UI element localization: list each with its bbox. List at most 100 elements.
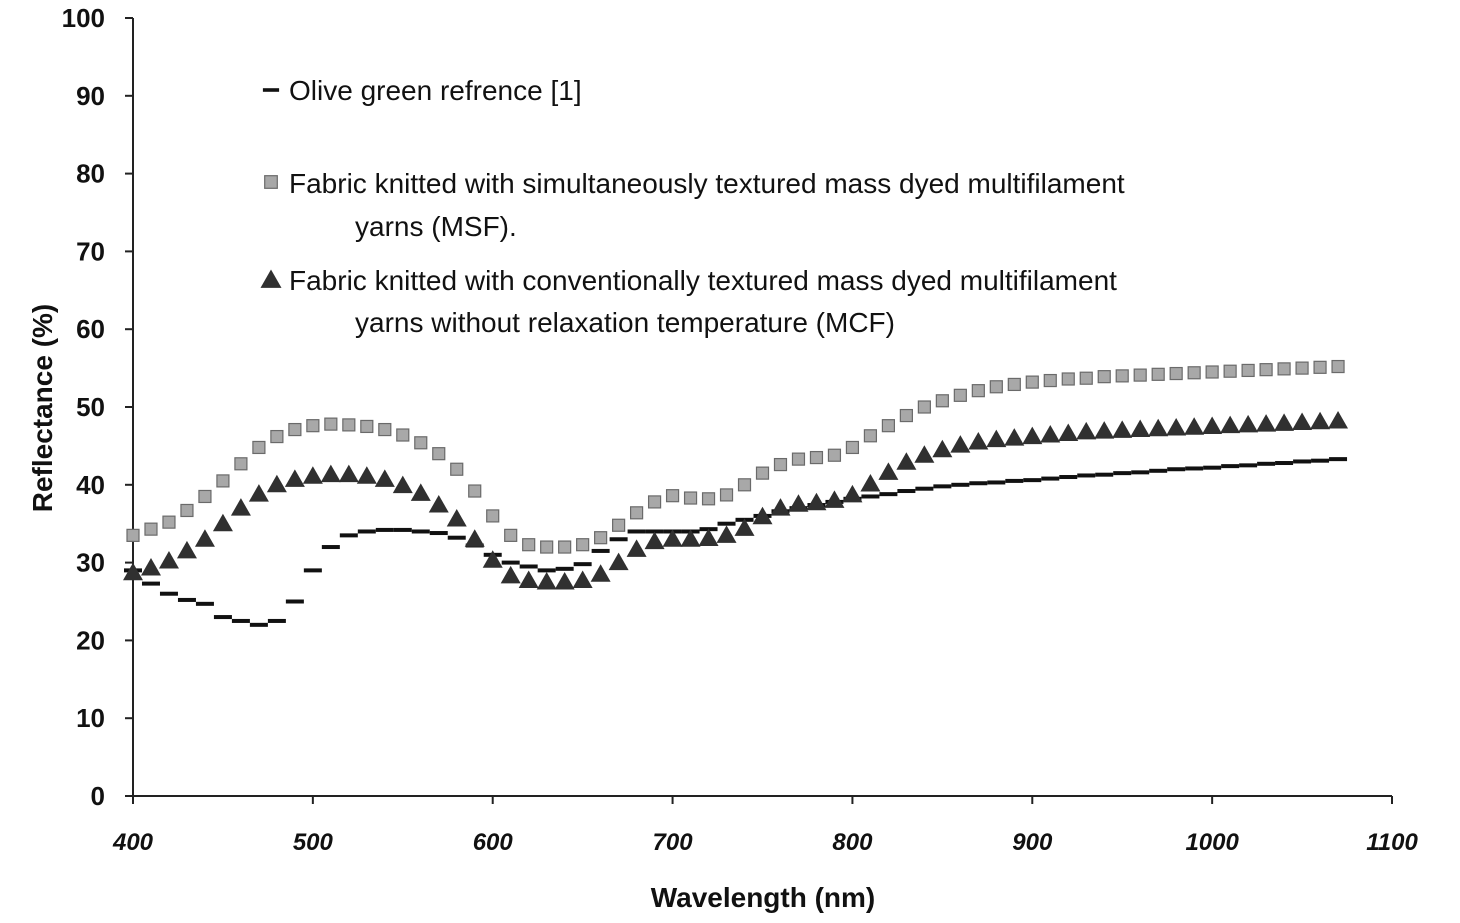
data-point bbox=[518, 570, 539, 588]
data-point bbox=[1241, 363, 1255, 378]
data-point bbox=[701, 492, 716, 506]
x-tick-label: 1000 bbox=[1185, 829, 1239, 856]
data-point bbox=[1205, 365, 1219, 379]
data-point bbox=[1311, 458, 1330, 463]
data-point bbox=[303, 568, 322, 573]
legend-label: yarns (MSF). bbox=[355, 211, 517, 242]
data-point bbox=[1076, 421, 1097, 440]
data-point bbox=[411, 529, 430, 534]
data-point bbox=[1059, 475, 1078, 480]
data-point bbox=[1061, 372, 1075, 386]
data-point bbox=[861, 494, 880, 499]
data-point bbox=[554, 572, 575, 590]
data-point bbox=[429, 531, 448, 536]
data-point bbox=[356, 466, 377, 484]
data-point bbox=[1115, 369, 1129, 383]
data-point bbox=[159, 591, 178, 596]
data-point bbox=[158, 551, 179, 569]
data-point bbox=[986, 429, 1007, 448]
data-point bbox=[248, 484, 269, 502]
data-point bbox=[213, 615, 232, 620]
data-point bbox=[989, 380, 1003, 394]
legend-item: Olive green refrence [1] bbox=[262, 75, 582, 106]
data-point bbox=[342, 418, 356, 432]
data-point bbox=[951, 482, 970, 487]
data-point bbox=[1259, 363, 1273, 377]
data-point bbox=[1131, 470, 1150, 475]
data-point bbox=[501, 560, 520, 565]
data-point bbox=[950, 435, 971, 453]
data-point bbox=[519, 564, 538, 569]
data-point bbox=[176, 540, 197, 559]
data-point bbox=[306, 419, 320, 433]
data-point bbox=[504, 528, 518, 542]
data-point bbox=[1133, 368, 1147, 382]
data-point bbox=[324, 417, 338, 431]
data-point bbox=[500, 565, 521, 584]
data-point bbox=[917, 400, 931, 414]
x-ticks: 400 500 600 700 800 900 1000 1100 bbox=[112, 796, 1418, 856]
legend-label: Fabric knitted with simultaneously textu… bbox=[289, 168, 1125, 199]
legend-item: Fabric knitted with simultaneously textu… bbox=[264, 168, 1125, 242]
legend-label: Olive green refrence [1] bbox=[289, 75, 582, 106]
data-point bbox=[1041, 476, 1060, 481]
x-tick-label: 900 bbox=[1012, 829, 1053, 856]
data-point bbox=[321, 545, 340, 550]
data-point bbox=[1202, 416, 1223, 434]
data-point bbox=[752, 506, 773, 525]
data-point bbox=[1310, 411, 1331, 430]
data-point bbox=[734, 518, 755, 536]
y-tick-label: 70 bbox=[76, 236, 105, 266]
data-point bbox=[392, 475, 413, 494]
data-point bbox=[935, 394, 949, 408]
x-tick-label: 600 bbox=[473, 829, 514, 856]
data-point bbox=[1023, 478, 1042, 483]
data-point bbox=[612, 518, 626, 532]
data-point bbox=[141, 581, 160, 586]
y-tick-label: 100 bbox=[62, 3, 105, 33]
data-point bbox=[396, 428, 410, 442]
data-point bbox=[288, 422, 302, 437]
data-point bbox=[716, 525, 737, 543]
legend-item: Fabric knitted with conventionally textu… bbox=[260, 265, 1117, 338]
data-point bbox=[270, 429, 284, 444]
data-point bbox=[1005, 478, 1024, 483]
data-point bbox=[788, 494, 809, 512]
data-point bbox=[1275, 461, 1294, 466]
data-point bbox=[809, 450, 824, 465]
series-layer bbox=[123, 359, 1349, 627]
data-point bbox=[737, 478, 752, 492]
data-point bbox=[558, 540, 572, 554]
legend-marker-square bbox=[264, 175, 278, 189]
data-point bbox=[845, 440, 860, 455]
data-point bbox=[629, 506, 644, 520]
data-point bbox=[1112, 420, 1133, 438]
x-tick-label: 1100 bbox=[1366, 829, 1418, 856]
data-point bbox=[338, 464, 359, 483]
data-point bbox=[339, 533, 358, 538]
data-point bbox=[791, 452, 806, 466]
data-point bbox=[446, 509, 467, 527]
legend-marker-dash bbox=[262, 88, 280, 92]
data-point bbox=[1043, 373, 1057, 388]
data-point bbox=[162, 515, 176, 529]
x-tick-label: 500 bbox=[293, 829, 334, 856]
data-point bbox=[1256, 414, 1277, 432]
data-point bbox=[932, 439, 953, 458]
data-point bbox=[915, 486, 934, 491]
data-point bbox=[680, 529, 701, 547]
data-point bbox=[536, 572, 557, 590]
legend-label: Fabric knitted with conventionally textu… bbox=[289, 265, 1117, 296]
data-point bbox=[1097, 370, 1111, 384]
data-point bbox=[1058, 423, 1079, 441]
data-point bbox=[879, 492, 898, 497]
data-point bbox=[267, 618, 286, 623]
data-point bbox=[987, 480, 1006, 485]
data-point bbox=[770, 498, 791, 516]
data-point bbox=[914, 445, 935, 463]
y-tick-label: 10 bbox=[76, 703, 105, 733]
x-tick-label: 800 bbox=[832, 829, 873, 856]
data-point bbox=[1007, 377, 1021, 392]
data-point bbox=[609, 537, 628, 542]
data-point bbox=[933, 484, 952, 489]
